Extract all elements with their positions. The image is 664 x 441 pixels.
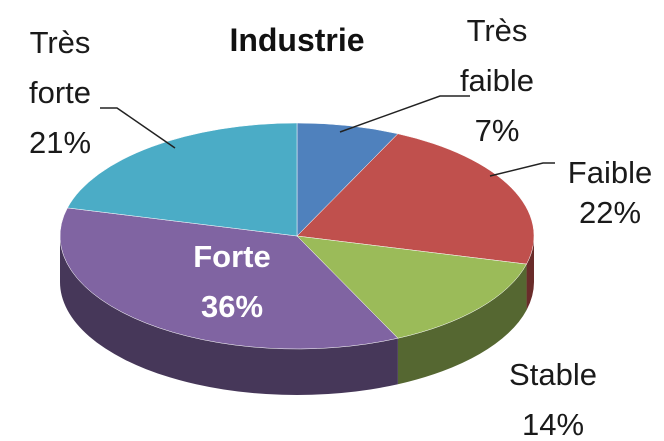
leader-line <box>489 162 555 177</box>
slices <box>59 122 535 395</box>
value-label: 14% <box>521 407 585 441</box>
data-label: Faible 22% <box>560 153 660 233</box>
slice <box>59 207 399 350</box>
slice <box>296 235 527 339</box>
value-label: 36% <box>200 289 264 324</box>
category-label: Forte <box>193 239 271 274</box>
category-label: Très forte <box>28 25 92 110</box>
data-label: Stable 14% <box>503 350 603 441</box>
slice <box>296 133 535 265</box>
slice-side <box>526 236 534 311</box>
data-label: Très forte 21% <box>10 18 110 168</box>
leader-line <box>339 95 470 133</box>
category-label: Stable <box>509 357 597 392</box>
chart-title: Industrie <box>229 22 365 58</box>
slice <box>296 122 399 237</box>
slice-side <box>397 264 527 385</box>
category-label: Faible <box>567 155 653 190</box>
value-label: 21% <box>28 125 92 160</box>
category-label: Très faible <box>459 13 535 98</box>
slice-side <box>60 236 398 395</box>
value-label: 7% <box>474 113 520 148</box>
data-label: Forte 36% <box>172 232 292 332</box>
leader-line <box>100 107 176 149</box>
slice <box>67 122 298 237</box>
value-label: 22% <box>578 195 642 230</box>
data-label: Très faible 7% <box>447 6 547 156</box>
